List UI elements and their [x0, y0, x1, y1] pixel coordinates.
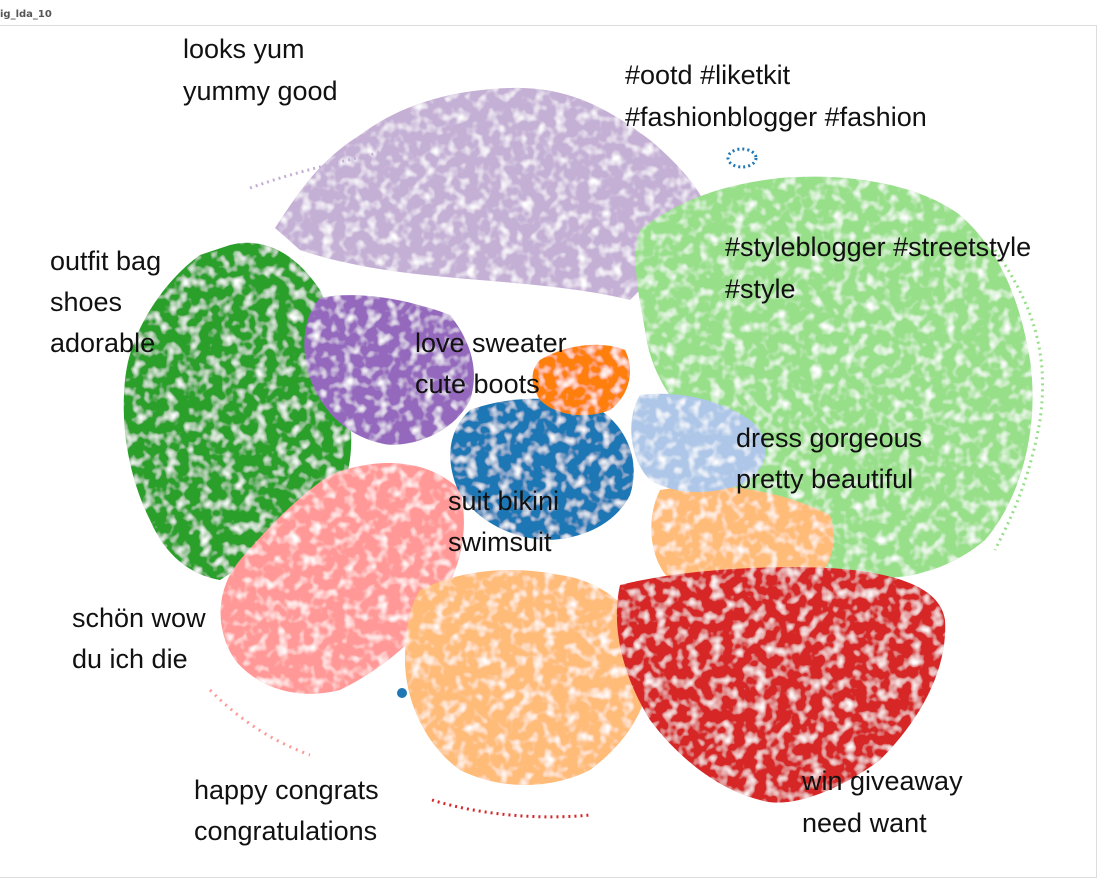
topic-label-german: schön wow du ich die: [72, 603, 206, 674]
cluster-dress: [631, 393, 767, 492]
topic-label-love: love sweater cute boots: [415, 328, 567, 399]
topic-label-outfit: outfit bag shoes adorable: [50, 246, 161, 358]
topic-label-congrats: happy congrats congratulations: [194, 775, 379, 846]
cluster-boots: [532, 344, 630, 416]
cluster-congrats: [405, 570, 651, 785]
topic-label-line: outfit bag: [50, 246, 161, 276]
topic-label-line: #style: [725, 274, 796, 304]
topic-label-styleblogger: #styleblogger #streetstyle #style: [725, 232, 1031, 304]
topic-label-line: yummy good: [183, 76, 338, 106]
outlier-arc-red: [431, 798, 591, 819]
topic-label-line: dress gorgeous: [736, 423, 922, 453]
topic-label-line: cute boots: [415, 369, 540, 399]
topic-label-line: schön wow: [72, 603, 206, 633]
topic-label-food: looks yum yummy good: [183, 34, 338, 106]
outlier-arc-lilac: [249, 148, 391, 190]
topic-label-line: du ich die: [72, 644, 188, 674]
topic-label-line: love sweater: [415, 328, 567, 358]
topic-label-line: #ootd #liketkit: [625, 60, 791, 90]
topic-label-line: pretty beautiful: [736, 464, 913, 494]
topic-label-line: happy congrats: [194, 775, 379, 805]
topic-label-line: adorable: [50, 328, 155, 358]
cluster-outfit: [123, 242, 352, 580]
topic-label-line: #styleblogger #streetstyle: [725, 232, 1031, 262]
topic-label-swim: suit bikini swimsuit: [448, 486, 559, 557]
cluster-love: [304, 295, 474, 445]
cluster-swim: [450, 398, 634, 540]
plot-frame: [0, 25, 1097, 878]
cluster-giveaway: [616, 567, 946, 803]
outlier-dot-blue: [397, 688, 407, 698]
cluster-german: [220, 463, 464, 694]
topic-label-giveaway: win giveaway need want: [801, 766, 963, 838]
topic-label-line: need want: [802, 808, 927, 838]
topic-label-line: shoes: [50, 287, 122, 317]
topic-label-line: congratulations: [194, 816, 377, 846]
topic-label-line: swimsuit: [448, 527, 552, 557]
outlier-ring-blue: [726, 147, 758, 169]
topic-label-line: win giveaway: [801, 766, 963, 796]
topic-label-line: looks yum: [183, 34, 305, 64]
topic-label-ootd: #ootd #liketkit #fashionblogger #fashion: [625, 60, 927, 132]
outlier-arc-green: [993, 249, 1044, 551]
window-title: ig_lda_10: [0, 9, 52, 20]
outlier-arc-pink: [208, 688, 311, 757]
cluster-food: [275, 87, 705, 300]
topic-label-dress: dress gorgeous pretty beautiful: [736, 423, 922, 494]
topic-label-line: #fashionblogger #fashion: [625, 102, 927, 132]
topic-label-line: suit bikini: [448, 486, 559, 516]
